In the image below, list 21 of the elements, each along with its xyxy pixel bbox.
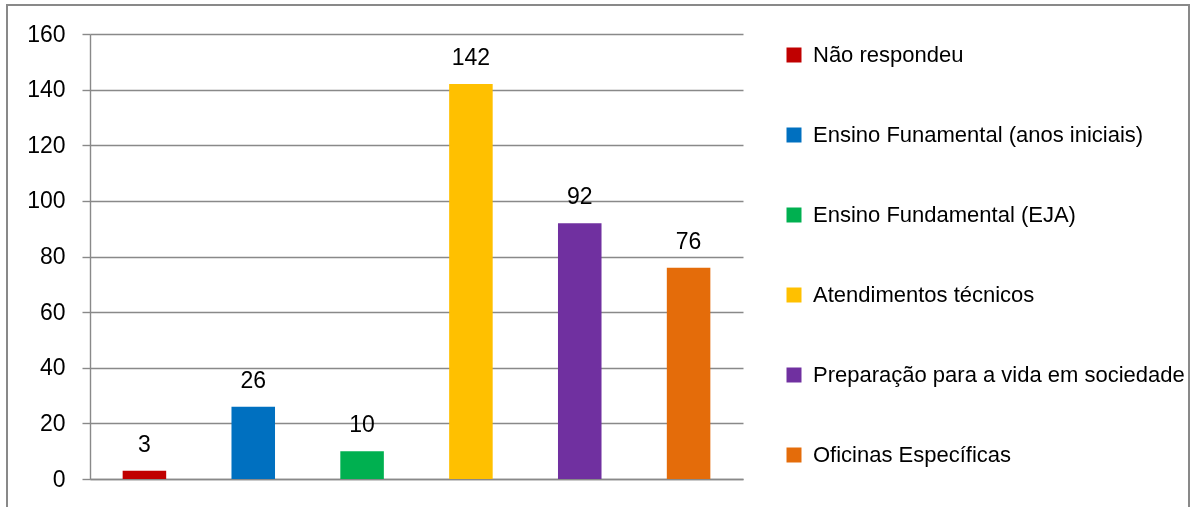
- legend-label: Não respondeu: [813, 42, 964, 67]
- data-label: 76: [675, 227, 702, 254]
- data-label: 10: [349, 411, 375, 438]
- data-label: 92: [566, 183, 593, 210]
- legend-label: Ensino Fundamental (EJA): [813, 202, 1076, 227]
- legend-label: Preparação para a vida em sociedade: [813, 362, 1185, 387]
- data-label: 142: [451, 44, 491, 71]
- data-label: 3: [138, 430, 151, 457]
- y-tick-label: 0: [52, 465, 66, 492]
- legend-label: Ensino Funamental (anos iniciais): [813, 122, 1144, 147]
- y-tick-label: 80: [39, 243, 66, 269]
- y-tick-label: 40: [39, 354, 66, 381]
- data-label: 26: [240, 366, 267, 393]
- legend-label: Oficinas Específicas: [813, 442, 1012, 467]
- y-tick-label: 60: [39, 298, 66, 325]
- y-tick-label: 140: [27, 76, 66, 103]
- y-tick-label: 100: [27, 187, 66, 214]
- y-tick-label: 20: [39, 409, 66, 436]
- y-tick-label: 160: [27, 20, 66, 47]
- y-tick-label: 120: [27, 131, 66, 158]
- legend-label: Atendimentos técnicos: [813, 282, 1035, 307]
